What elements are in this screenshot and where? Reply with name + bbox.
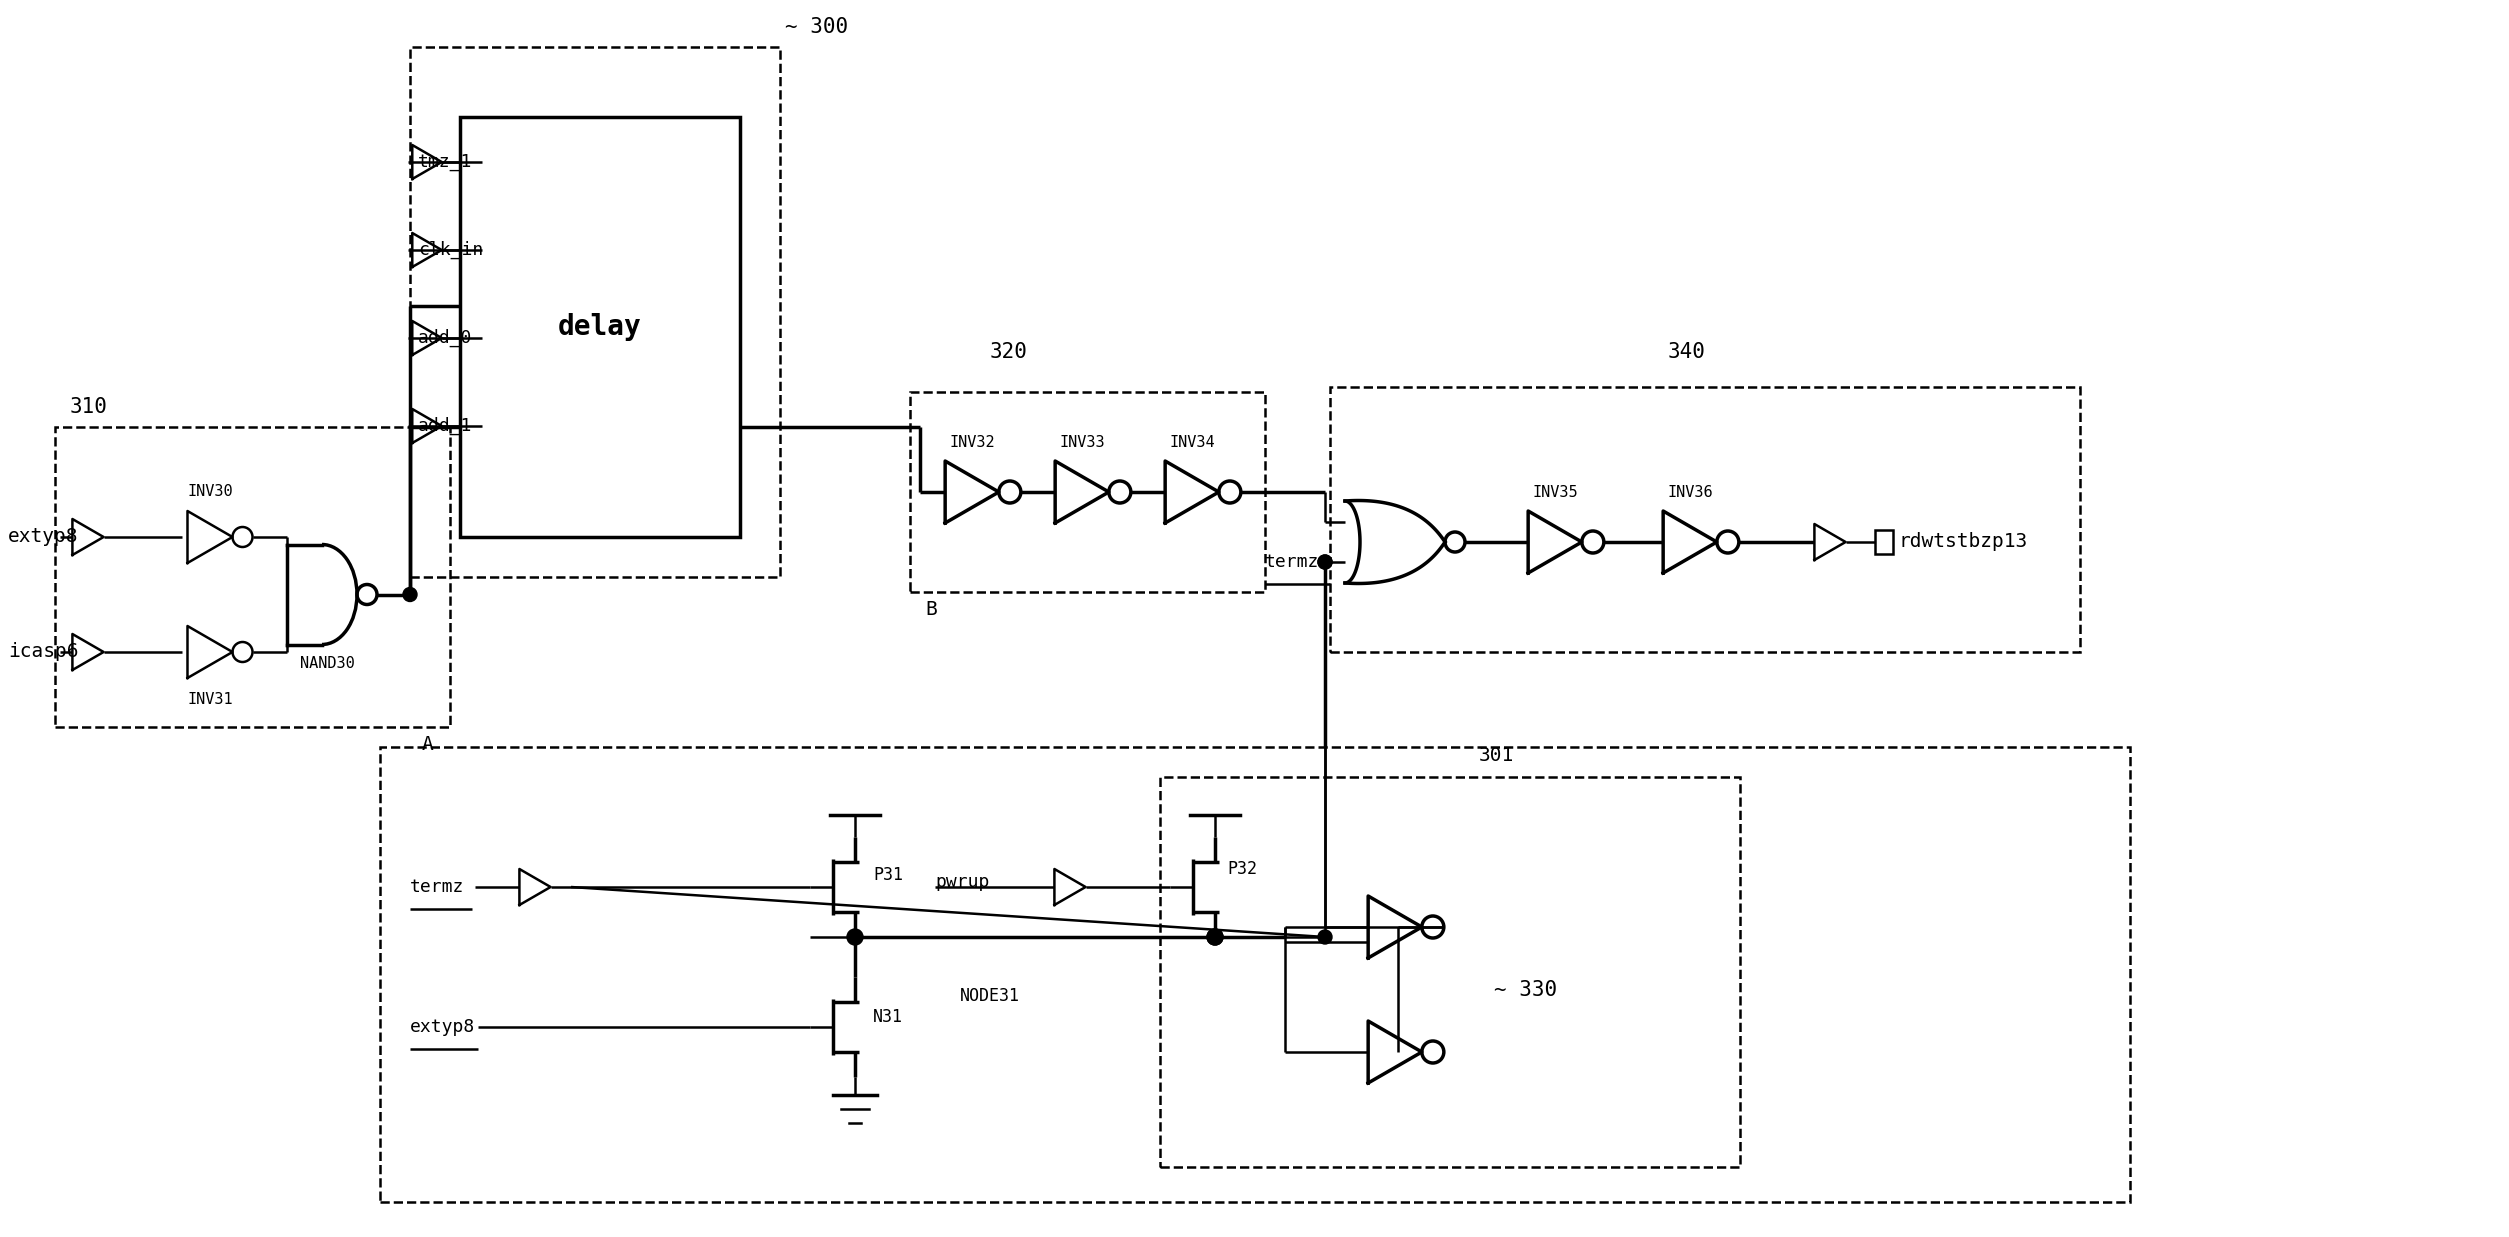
Text: N31: N31 [873, 1008, 903, 1025]
Text: NODE31: NODE31 [961, 987, 1021, 1004]
Bar [379, 747, 2130, 1202]
Text: INV33: INV33 [1059, 435, 1104, 450]
Bar [911, 392, 1265, 593]
Text: NAND30: NAND30 [299, 657, 354, 672]
Circle shape [848, 929, 863, 945]
Text: termz: termz [409, 878, 464, 896]
Text: extyp8: extyp8 [409, 1018, 474, 1037]
Text: termz: termz [1265, 553, 1320, 571]
Text: extyp8: extyp8 [8, 527, 78, 547]
Circle shape [1317, 555, 1332, 569]
Text: 310: 310 [70, 397, 108, 417]
Text: ~ 330: ~ 330 [1493, 980, 1558, 999]
Text: INV35: INV35 [1533, 485, 1578, 500]
Circle shape [1317, 930, 1332, 944]
Text: delay: delay [557, 313, 642, 341]
Text: tmz_1: tmz_1 [419, 153, 472, 171]
Bar [459, 118, 740, 537]
Circle shape [1207, 929, 1222, 945]
Text: B: B [926, 600, 936, 618]
Text: pwrup: pwrup [936, 873, 989, 891]
Text: INV30: INV30 [188, 484, 233, 499]
Text: 340: 340 [1668, 341, 1706, 362]
Text: INV36: INV36 [1666, 485, 1714, 500]
Bar [1874, 529, 1892, 554]
Text: ~ 300: ~ 300 [785, 17, 848, 37]
Text: P31: P31 [873, 866, 903, 884]
Text: icasp6: icasp6 [8, 642, 78, 662]
Circle shape [1317, 555, 1332, 569]
Bar [1330, 387, 2080, 652]
Text: A: A [422, 735, 434, 755]
Circle shape [1207, 929, 1222, 945]
Text: INV32: INV32 [948, 435, 994, 450]
Text: 301: 301 [1478, 746, 1515, 764]
Text: 320: 320 [991, 341, 1029, 362]
Text: INV31: INV31 [188, 691, 233, 708]
Text: clk_in: clk_in [419, 241, 484, 259]
Bar [1159, 777, 1741, 1166]
Text: add_0: add_0 [419, 329, 472, 348]
Text: add_1: add_1 [419, 417, 472, 435]
Text: INV34: INV34 [1169, 435, 1214, 450]
Text: P32: P32 [1227, 860, 1257, 878]
Text: rdwtstbzp13: rdwtstbzp13 [1897, 532, 2027, 552]
Circle shape [404, 588, 416, 601]
Bar [55, 427, 449, 727]
Bar [409, 47, 780, 576]
